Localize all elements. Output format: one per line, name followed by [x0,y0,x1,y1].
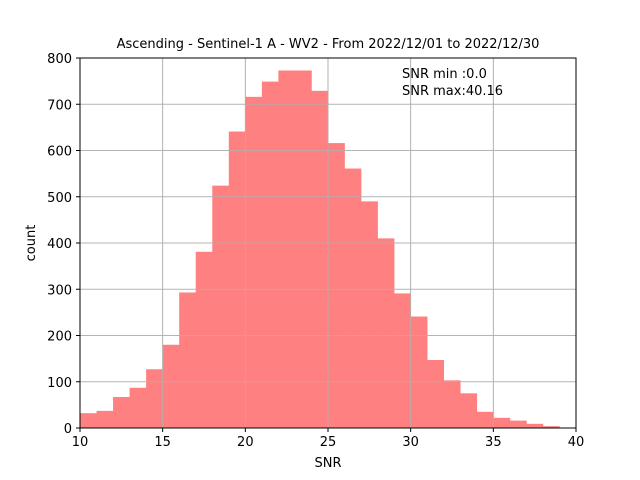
histogram-bar [394,293,411,428]
y-tick-label: 700 [47,98,72,113]
y-tick-label: 500 [47,191,72,206]
histogram-bar [328,143,345,428]
y-tick-label: 300 [47,283,72,298]
bars-group [80,70,560,429]
histogram-bar [526,423,544,428]
chart-title: Ascending - Sentinel-1 A - WV2 - From 20… [117,37,540,52]
y-tick-label: 0 [64,422,72,437]
histogram-bar [493,417,511,428]
histogram-bar [460,393,478,428]
histogram-bar [96,410,114,428]
x-tick-label: 25 [320,435,337,450]
y-axis-ticks: 0 100 200 300 400 500 600 700 800 [47,52,80,437]
histogram-bar [245,96,263,428]
x-tick-label: 15 [154,435,171,450]
y-tick-label: 200 [47,330,72,345]
y-tick-label: 800 [47,52,72,67]
histogram-bar [377,238,395,428]
histogram-bar [311,90,329,429]
snr-min-annotation: SNR min :0.0 [402,67,487,82]
histogram-bar [146,369,163,428]
x-axis-ticks: 10 15 20 25 30 35 40 [72,428,585,450]
histogram-bar [179,292,197,428]
histogram-bar [80,413,97,428]
x-axis-label: SNR [314,456,341,471]
histogram-bar [427,360,445,428]
y-tick-label: 100 [47,376,72,391]
histogram-bar [261,81,279,429]
histogram-bar [212,185,230,428]
histogram-bar [228,131,246,428]
y-tick-label: 400 [47,237,72,252]
x-tick-label: 10 [72,435,89,450]
histogram-bar [410,316,428,428]
x-tick-label: 20 [237,435,254,450]
histogram-bar [294,70,312,429]
histogram-bar [542,426,560,428]
y-tick-label: 600 [47,145,72,160]
histogram-bar [509,420,527,428]
histogram-bar [344,168,362,428]
histogram-bar [278,70,296,429]
histogram-bar [443,380,461,428]
histogram-bar [162,344,180,428]
histogram-bar [361,201,378,428]
x-tick-label: 35 [485,435,502,450]
x-tick-label: 40 [568,435,585,450]
histogram-bar [129,387,147,428]
histogram-bar [113,397,130,428]
histogram-bar [195,251,213,428]
y-axis-label: count [24,225,39,262]
x-tick-label: 30 [402,435,419,450]
snr-max-annotation: SNR max:40.16 [402,84,503,99]
histogram-bar [476,411,494,428]
